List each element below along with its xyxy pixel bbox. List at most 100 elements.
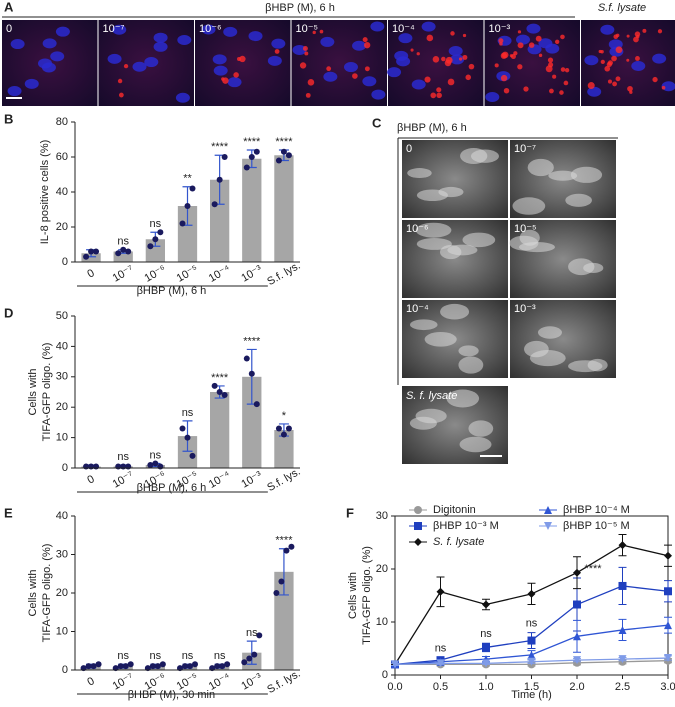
y-axis-label: Cells with [27, 368, 39, 415]
cell [409, 416, 437, 430]
signal [560, 67, 566, 72]
bar [177, 436, 198, 468]
signal [503, 87, 510, 94]
image-label: 0 [6, 23, 12, 35]
signal [499, 42, 503, 46]
signal [326, 66, 332, 72]
y-tick-label: 30 [56, 548, 68, 560]
nucleus [371, 89, 386, 100]
data-point [248, 154, 255, 160]
nucleus [213, 65, 228, 76]
significance: * [282, 410, 287, 422]
signal [600, 49, 604, 54]
marker [544, 522, 552, 530]
signal [299, 62, 307, 69]
marker [482, 600, 490, 609]
signal [222, 77, 229, 84]
nucleus [212, 54, 227, 65]
data-point [275, 425, 282, 432]
x-tick-label: 10⁻⁴ [207, 263, 233, 285]
signal [642, 28, 647, 33]
annotation: **** [584, 563, 602, 575]
signal [432, 56, 440, 63]
nucleus [343, 62, 358, 73]
bar [210, 179, 230, 262]
bar [177, 206, 198, 262]
x-tick-label: 0.0 [387, 681, 402, 693]
data-point [275, 157, 282, 164]
signal [548, 62, 554, 68]
nucleus [387, 67, 402, 78]
data-point [93, 463, 100, 470]
marker [664, 551, 672, 560]
signal [500, 74, 508, 82]
data-point [147, 461, 154, 468]
x-tick-label: 10⁻³ [239, 263, 264, 284]
cell [458, 356, 484, 374]
marker [618, 541, 627, 550]
cell [438, 186, 464, 198]
nucleus [24, 78, 39, 89]
data-point [90, 663, 97, 670]
x-tick-label: 3.0 [660, 681, 675, 693]
signal [633, 36, 639, 43]
data-point [157, 229, 164, 236]
data-point [154, 663, 161, 670]
data-point [157, 463, 164, 470]
marker [527, 636, 536, 645]
marker [414, 506, 422, 514]
signal [626, 34, 630, 38]
signal [559, 90, 564, 95]
signal [118, 92, 124, 98]
data-point [149, 663, 156, 670]
y-tick-label: 20 [376, 563, 388, 575]
x-axis-label: βHBP (M), 6 h [137, 285, 207, 297]
signal [441, 56, 446, 62]
x-tick-label: S.f. lys. [265, 668, 302, 696]
cell [509, 235, 539, 251]
data-point [251, 651, 258, 658]
marker [544, 506, 552, 514]
legend-label: βHBP 10⁻⁴ M [563, 504, 630, 516]
nucleus [227, 77, 242, 88]
data-point [211, 382, 218, 389]
y-tick-label: 30 [56, 371, 68, 383]
x-tick-label: 10⁻³ [239, 671, 264, 692]
nucleus [55, 26, 70, 37]
image-label: 10⁻³ [489, 23, 511, 35]
x-axis-label: βHBP (M), 30 min [128, 689, 215, 701]
nucleus [7, 86, 22, 97]
bar [81, 253, 101, 262]
signal [436, 87, 442, 93]
nucleus [271, 38, 286, 49]
signal [319, 29, 324, 34]
significance: **** [275, 535, 293, 547]
marker [618, 625, 627, 634]
nucleus [267, 55, 282, 66]
cell [415, 222, 452, 238]
significance: ns [214, 650, 226, 662]
nucleus [248, 31, 263, 42]
image-label: S. f. lysate [406, 390, 457, 402]
significance: ns [117, 451, 129, 463]
signal [498, 38, 504, 44]
signal [615, 76, 621, 82]
image-label: 10⁻⁴ [392, 23, 415, 35]
nucleus [177, 34, 192, 45]
signal [563, 80, 569, 86]
x-tick-label: 1.0 [478, 681, 493, 693]
panel-label: C [372, 115, 382, 130]
signal [462, 33, 467, 38]
cell [570, 166, 603, 183]
image-label: 10⁻⁵ [514, 223, 537, 235]
data-point [189, 185, 196, 192]
data-point [189, 452, 196, 459]
signal [430, 92, 437, 99]
extra-label: S.f. lysate [598, 2, 646, 14]
cell [409, 319, 438, 331]
data-point [120, 246, 127, 253]
image-label: 10⁻⁵ [296, 23, 319, 35]
y-tick-label: 20 [56, 401, 68, 413]
annotation: ns [480, 628, 492, 640]
signal [468, 63, 475, 70]
